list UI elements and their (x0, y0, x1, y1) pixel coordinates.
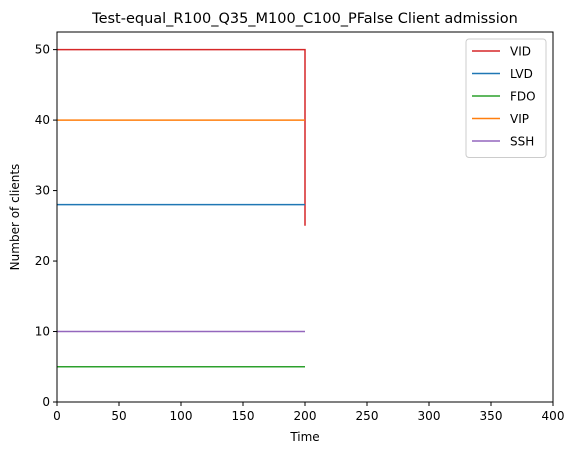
plot-series (57, 48, 306, 368)
legend: VID LVD FDO VIP SSH (465, 38, 547, 158)
x-tick-label: 350 (480, 409, 503, 423)
x-tick-label: 300 (418, 409, 441, 423)
chart-title: Test-equal_R100_Q35_M100_C100_PFalse Cli… (91, 11, 518, 27)
legend-label-vid: VID (510, 45, 531, 59)
x-tick-label: 250 (356, 409, 379, 423)
x-tick-label: 200 (294, 409, 317, 423)
x-tick-label: 150 (232, 409, 255, 423)
x-axis-ticks: 0 50 100 150 200 250 300 350 400 (53, 402, 564, 423)
legend-label-vip: VIP (510, 112, 529, 126)
x-tick-label: 400 (542, 409, 565, 423)
y-axis-label: Number of clients (8, 164, 22, 271)
legend-label-lvd: LVD (510, 67, 533, 81)
legend-label-ssh: SSH (510, 135, 534, 149)
x-tick-label: 50 (111, 409, 126, 423)
x-axis-label: Time (289, 430, 319, 444)
y-tick-label: 0 (42, 395, 50, 409)
y-axis-ticks: 0 10 20 30 40 50 (35, 43, 57, 409)
x-tick-label: 0 (53, 409, 61, 423)
y-tick-label: 50 (35, 43, 50, 57)
x-tick-label: 100 (170, 409, 193, 423)
y-tick-label: 40 (35, 113, 50, 127)
y-tick-label: 20 (35, 254, 50, 268)
y-tick-label: 10 (35, 325, 50, 339)
y-tick-label: 30 (35, 184, 50, 198)
legend-label-fdo: FDO (510, 90, 536, 104)
series-line-vid (57, 48, 306, 226)
legend-box (465, 38, 547, 158)
